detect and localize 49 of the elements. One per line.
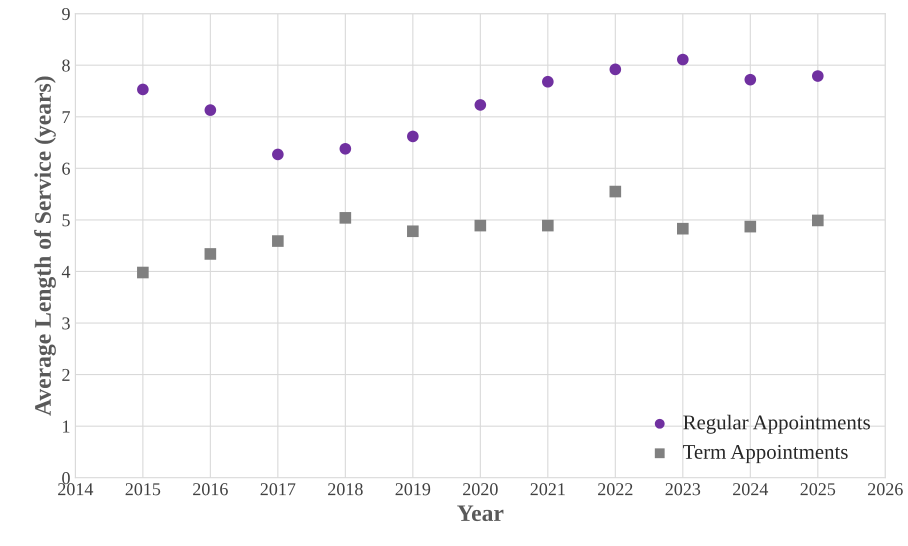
y-tick-label: 7 (62, 111, 70, 124)
y-axis-title: Average Length of Service (years) (34, 76, 56, 416)
point (272, 235, 284, 247)
x-tick-label: 2025 (800, 483, 836, 496)
y-tick-label: 3 (62, 317, 70, 330)
x-tick-label: 2017 (260, 483, 296, 496)
x-tick-label: 2018 (328, 483, 363, 496)
point (610, 186, 622, 198)
x-tick-label: 2026 (868, 483, 903, 496)
point (340, 212, 352, 224)
x-tick-label: 2022 (598, 483, 632, 496)
point (744, 220, 756, 232)
point (677, 222, 689, 234)
y-tick-label: 0 (62, 472, 70, 484)
y-tick-label: 1 (63, 420, 70, 432)
x-tick-label: 2014 (58, 483, 94, 496)
x-tick-label: 2020 (463, 483, 498, 496)
point (474, 220, 486, 232)
point (474, 99, 486, 111)
y-tick-label: 9 (62, 8, 70, 20)
y-tick-label: 2 (62, 368, 70, 381)
legend-label: Term Appointments (683, 444, 848, 464)
point (137, 266, 149, 278)
x-tick-label: 2019 (396, 483, 430, 496)
x-tick-label: 2023 (666, 483, 700, 496)
x-tick-label: 2021 (530, 483, 565, 496)
point (542, 76, 554, 88)
legend-label: Regular Appointments (683, 414, 870, 434)
y-tick-label: 4 (62, 266, 70, 278)
point (204, 248, 216, 260)
x-tick-label: 2024 (733, 483, 768, 496)
point (610, 64, 622, 76)
point (272, 148, 284, 160)
y-tick-label: 6 (62, 162, 70, 175)
point (204, 104, 216, 116)
y-tick-label: 8 (62, 59, 70, 72)
point (744, 74, 756, 86)
point (407, 225, 419, 238)
x-axis-title: Year (457, 505, 504, 522)
point (812, 70, 824, 82)
point (812, 214, 824, 226)
x-tick-label: 2015 (126, 483, 160, 496)
point (340, 142, 352, 155)
point (137, 84, 149, 96)
point (407, 130, 419, 142)
point (542, 220, 554, 232)
x-tick-label: 2016 (193, 483, 228, 496)
point (677, 54, 689, 66)
y-tick-label: 5 (62, 214, 70, 226)
